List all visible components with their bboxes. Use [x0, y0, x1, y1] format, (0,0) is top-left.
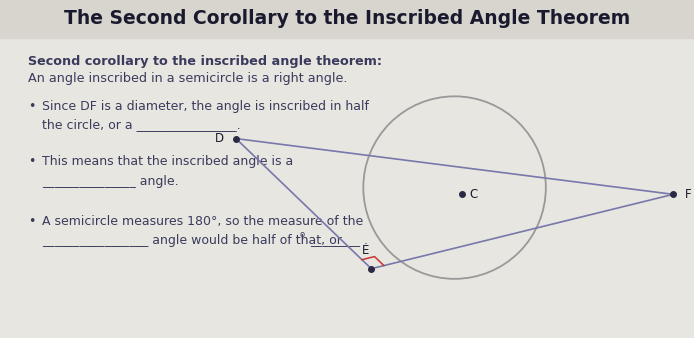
Text: •: •	[28, 155, 35, 168]
Text: Second corollary to the inscribed angle theorem:: Second corollary to the inscribed angle …	[28, 55, 382, 68]
Text: F: F	[685, 188, 692, 201]
Text: the circle, or a ________________.: the circle, or a ________________.	[42, 118, 241, 131]
Text: Since DF is a diameter, the angle is inscribed in half: Since DF is a diameter, the angle is ins…	[42, 100, 369, 113]
Text: D: D	[215, 132, 224, 145]
Text: This means that the inscribed angle is a: This means that the inscribed angle is a	[42, 155, 294, 168]
Text: •: •	[28, 100, 35, 113]
Text: o: o	[300, 230, 305, 239]
Text: _________________ angle would be half of that, or: _________________ angle would be half of…	[42, 234, 342, 247]
Text: A semicircle measures 180°, so the measure of the: A semicircle measures 180°, so the measu…	[42, 215, 363, 228]
Text: •: •	[28, 215, 35, 228]
Text: E: E	[362, 244, 369, 257]
Bar	[0, 0, 694, 38]
Text: An angle inscribed in a semicircle is a right angle.: An angle inscribed in a semicircle is a …	[28, 72, 348, 85]
Text: C: C	[470, 188, 477, 201]
Text: ________ .: ________ .	[310, 234, 368, 247]
Text: The Second Corollary to the Inscribed Angle Theorem: The Second Corollary to the Inscribed An…	[64, 9, 630, 28]
Text: _______________ angle.: _______________ angle.	[42, 175, 178, 188]
